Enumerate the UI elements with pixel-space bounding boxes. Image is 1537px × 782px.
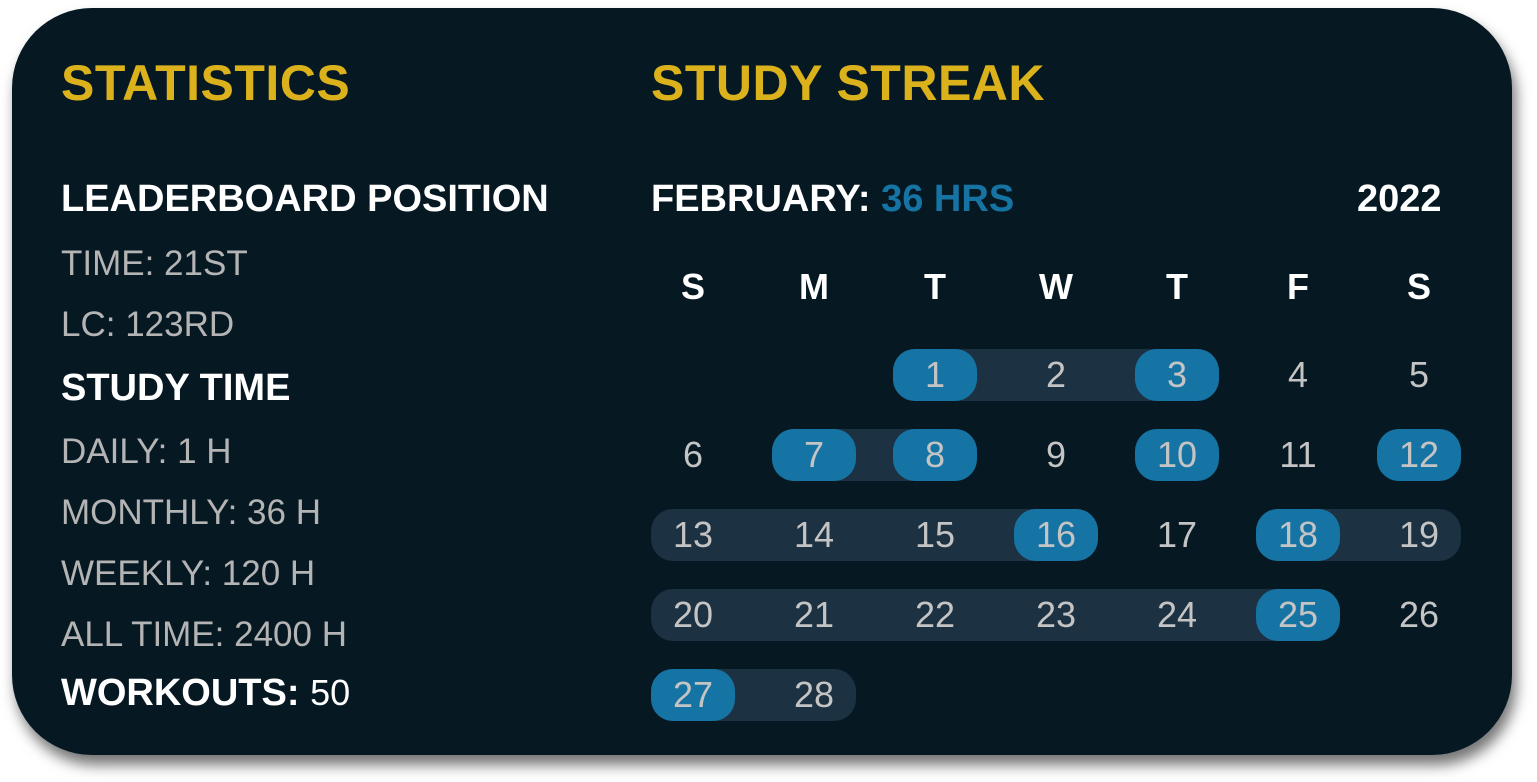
calendar-day-13[interactable]: 13 (672, 514, 714, 555)
calendar-day-28[interactable]: 28 (793, 674, 835, 715)
calendar-day-20[interactable]: 20 (672, 594, 714, 635)
weekday-header: S (1406, 266, 1431, 307)
calendar-day-24[interactable]: 24 (1156, 594, 1198, 635)
calendar-day-3[interactable]: 3 (1135, 349, 1219, 401)
calendar-day-21[interactable]: 21 (793, 594, 835, 635)
streak-band (651, 589, 1340, 641)
calendar-day-5[interactable]: 5 (1408, 354, 1430, 395)
calendar-day-1[interactable]: 1 (893, 349, 977, 401)
calendar-day-16[interactable]: 16 (1014, 509, 1098, 561)
monthly-time: MONTHLY: 36 H (61, 493, 321, 532)
weekday-header: S (680, 266, 705, 307)
calendar-day-14[interactable]: 14 (793, 514, 835, 555)
calendar-day-23[interactable]: 23 (1035, 594, 1077, 635)
weekday-header: W (1039, 266, 1073, 307)
calendar-day-18[interactable]: 18 (1256, 509, 1340, 561)
calendar-day-10[interactable]: 10 (1135, 429, 1219, 481)
weekday-header: M (799, 266, 829, 307)
calendar-day-6[interactable]: 6 (682, 434, 704, 475)
calendar-day-12[interactable]: 12 (1377, 429, 1461, 481)
workouts: WORKOUTS: 50 (61, 672, 350, 715)
statistics-title: STATISTICS (61, 55, 351, 111)
month-summary: FEBRUARY: 36 HRS (651, 178, 1014, 221)
calendar-day-7[interactable]: 7 (772, 429, 856, 481)
calendar-day-27[interactable]: 27 (651, 669, 735, 721)
weekday-header: F (1287, 266, 1309, 307)
daily-time: DAILY: 1 H (61, 432, 232, 471)
all-time: ALL TIME: 2400 H (61, 615, 347, 654)
weekday-header: T (1166, 266, 1188, 307)
workouts-value: 50 (310, 672, 351, 713)
weekday-header: T (924, 266, 946, 307)
calendar-day-8[interactable]: 8 (893, 429, 977, 481)
calendar-day-26[interactable]: 26 (1398, 594, 1440, 635)
calendar-day-4[interactable]: 4 (1287, 354, 1309, 395)
year-label: 2022 (1357, 178, 1442, 220)
calendar-day-15[interactable]: 15 (914, 514, 956, 555)
month-label: FEBRUARY: (651, 178, 871, 220)
study-streak-title: STUDY STREAK (651, 55, 1046, 111)
calendar-day-22[interactable]: 22 (914, 594, 956, 635)
calendar-day-25[interactable]: 25 (1256, 589, 1340, 641)
leaderboard-heading: LEADERBOARD POSITION (61, 178, 549, 220)
month-hours: 36 HRS (881, 178, 1015, 220)
calendar-day-11[interactable]: 11 (1279, 434, 1317, 475)
calendar-day-9[interactable]: 9 (1045, 434, 1067, 475)
lc-rank: LC: 123RD (61, 305, 235, 344)
weekly-time: WEEKLY: 120 H (61, 554, 316, 593)
time-rank: TIME: 21ST (61, 244, 248, 283)
workouts-label: WORKOUTS: (61, 672, 300, 714)
calendar-day-17[interactable]: 17 (1156, 514, 1198, 555)
study-time-heading: STUDY TIME (61, 367, 291, 409)
calendar-day-19[interactable]: 19 (1398, 514, 1440, 555)
calendar-day-2[interactable]: 2 (1045, 354, 1067, 395)
